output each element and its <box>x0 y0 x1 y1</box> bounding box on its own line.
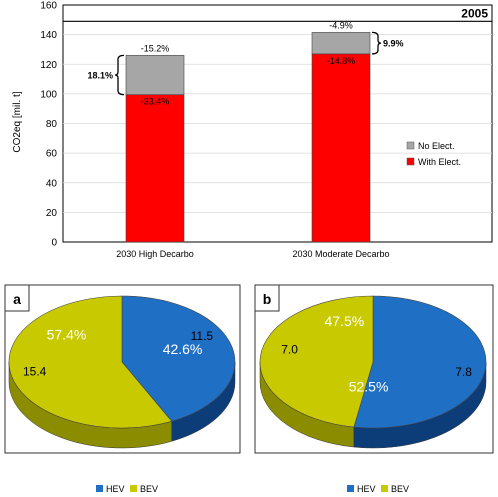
bar-legend: No Elect. With Elect. <box>406 141 461 167</box>
pie-b-body: 52.5% 47.5% 7.8 7.0 <box>259 295 487 449</box>
reference-label: 2005 <box>461 6 488 20</box>
value-label-hev: 7.8 <box>455 365 472 379</box>
bar-with-elect <box>311 53 371 243</box>
x-axis-ticks: 2030 High Decarbo 2030 Moderate Decarbo <box>116 249 389 259</box>
data-label-no-elect: -4.9% <box>329 20 353 30</box>
y-axis-ticks: 0 20 40 60 80 100 120 140 160 <box>40 1 57 249</box>
y-tick-label: 80 <box>46 119 58 130</box>
legend-label-bev: BEV <box>391 484 409 494</box>
bar-chart: 0 20 40 60 80 100 120 140 160 CO2eq [mil. t] 200… <box>12 1 493 259</box>
legend-label-bev: BEV <box>140 484 158 494</box>
y-tick-label: 40 <box>46 178 58 189</box>
y-tick-label: 60 <box>46 149 58 160</box>
pie-a-body: 42.6% 57.4% 11.5 15.4 <box>8 295 236 449</box>
y-tick-label: 0 <box>51 238 57 249</box>
bracket-label: 9.9% <box>383 39 404 49</box>
value-label-bev: 7.0 <box>281 342 298 356</box>
bars <box>125 32 371 243</box>
bar-no-elect <box>125 55 185 95</box>
panel-a-letter: a <box>13 291 21 307</box>
percent-label-bev: 47.5% <box>324 313 364 329</box>
y-tick-label: 160 <box>40 1 57 12</box>
y-tick-label: 120 <box>40 60 57 71</box>
panel-b-badge <box>254 284 280 312</box>
x-tick-label: 2030 High Decarbo <box>116 249 194 259</box>
legend-swatch-with-elect <box>406 157 415 166</box>
panel-b-letter: b <box>263 291 272 307</box>
bracket <box>371 31 382 55</box>
pie-panel-b: b 52.5% 47.5% 7.8 7.0 <box>254 284 494 454</box>
pie-slice-hev <box>121 295 236 422</box>
pie-b-legend: HEV BEV <box>347 484 409 494</box>
y-tick-label: 20 <box>46 208 58 219</box>
percent-label-bev: 57.4% <box>47 326 87 342</box>
brackets: 18.1% 9.9% <box>87 31 404 96</box>
pie-panel-a: a 42.6% 57.4% 11.5 15.4 <box>4 284 241 454</box>
legend-swatch-no-elect <box>406 141 415 150</box>
data-label-no-elect: -15.2% <box>141 43 170 53</box>
x-tick-label: 2030 Moderate Decarbo <box>292 249 389 259</box>
percent-label-hev: 42.6% <box>163 341 203 357</box>
value-label-hev: 11.5 <box>191 329 214 343</box>
legend-label-hev: HEV <box>357 484 376 494</box>
legend-swatch-bev <box>381 485 388 492</box>
pie-slice-bev <box>8 295 173 429</box>
reference-line-2005: 2005 <box>63 6 492 22</box>
pie-a-legend: HEV BEV <box>96 484 158 494</box>
y-tick-label: 140 <box>40 30 57 41</box>
data-label-with-elect: -14.8% <box>327 56 356 66</box>
bracket <box>114 54 125 96</box>
pie-slice-bev <box>259 295 374 428</box>
legend-label-hev: HEV <box>106 484 125 494</box>
bar-labels: -33.4% -15.2% -14.8% -4.9% <box>141 20 356 106</box>
bar-no-elect <box>311 32 371 55</box>
legend-swatch-bev <box>130 485 137 492</box>
legend-swatch-hev <box>347 485 354 492</box>
data-label-with-elect: -33.4% <box>141 97 170 107</box>
pie-slice-hev <box>353 295 487 429</box>
percent-label-hev: 52.5% <box>349 379 389 395</box>
bracket-label: 18.1% <box>87 70 113 80</box>
panel-a-badge <box>4 284 30 312</box>
bar-with-elect <box>125 94 185 243</box>
value-label-bev: 15.4 <box>23 365 47 379</box>
y-tick-label: 100 <box>40 89 57 100</box>
y-axis-label: CO2eq [mil. t] <box>12 91 23 152</box>
legend-label-no-elect: No Elect. <box>418 141 455 151</box>
legend-label-with-elect: With Elect. <box>418 157 461 167</box>
legend-swatch-hev <box>96 485 103 492</box>
